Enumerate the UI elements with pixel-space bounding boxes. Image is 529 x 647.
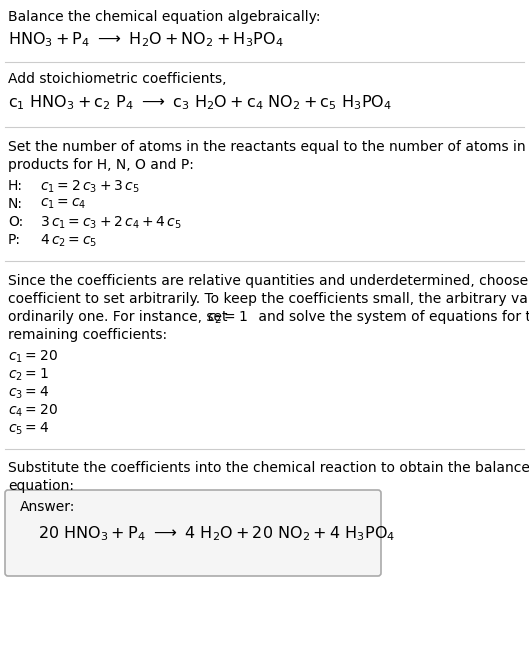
- Text: $c_1 = 2\,c_3 + 3\,c_5$: $c_1 = 2\,c_3 + 3\,c_5$: [40, 179, 140, 195]
- Text: Set the number of atoms in the reactants equal to the number of atoms in the: Set the number of atoms in the reactants…: [8, 140, 529, 154]
- Text: remaining coefficients:: remaining coefficients:: [8, 328, 167, 342]
- Text: $c_2 = 1$: $c_2 = 1$: [8, 367, 49, 384]
- Text: Balance the chemical equation algebraically:: Balance the chemical equation algebraica…: [8, 10, 321, 24]
- Text: O:: O:: [8, 215, 23, 229]
- Text: $c_3 = 4$: $c_3 = 4$: [8, 385, 49, 401]
- Text: $\mathrm{20\ HNO_3 + P_4 \ \longrightarrow \ 4\ H_2O + 20\ NO_2 + 4\ H_3PO_4}$: $\mathrm{20\ HNO_3 + P_4 \ \longrightarr…: [38, 524, 395, 543]
- Text: $c_1 = c_4$: $c_1 = c_4$: [40, 197, 86, 212]
- Text: Answer:: Answer:: [20, 500, 75, 514]
- Text: $c_5 = 4$: $c_5 = 4$: [8, 421, 49, 437]
- Text: $\mathrm{c_1\ HNO_3 + c_2\ P_4 \ \longrightarrow \ c_3\ H_2O + c_4\ NO_2 + c_5\ : $\mathrm{c_1\ HNO_3 + c_2\ P_4 \ \longri…: [8, 93, 392, 112]
- Text: equation:: equation:: [8, 479, 74, 493]
- Text: Substitute the coefficients into the chemical reaction to obtain the balanced: Substitute the coefficients into the che…: [8, 461, 529, 475]
- Text: $c_1 = 20$: $c_1 = 20$: [8, 349, 58, 366]
- Text: products for H, N, O and P:: products for H, N, O and P:: [8, 158, 194, 172]
- Text: H:: H:: [8, 179, 23, 193]
- Text: N:: N:: [8, 197, 23, 211]
- Text: $c_2 = 1$: $c_2 = 1$: [207, 310, 248, 326]
- Text: coefficient to set arbitrarily. To keep the coefficients small, the arbitrary va: coefficient to set arbitrarily. To keep …: [8, 292, 529, 306]
- Text: P:: P:: [8, 233, 21, 247]
- Text: Add stoichiometric coefficients,: Add stoichiometric coefficients,: [8, 72, 231, 86]
- Text: and solve the system of equations for the: and solve the system of equations for th…: [254, 310, 529, 324]
- Text: $4\,c_2 = c_5$: $4\,c_2 = c_5$: [40, 233, 97, 249]
- Text: Since the coefficients are relative quantities and underdetermined, choose a: Since the coefficients are relative quan…: [8, 274, 529, 288]
- FancyBboxPatch shape: [5, 490, 381, 576]
- Text: $c_4 = 20$: $c_4 = 20$: [8, 403, 58, 419]
- Text: $3\,c_1 = c_3 + 2\,c_4 + 4\,c_5$: $3\,c_1 = c_3 + 2\,c_4 + 4\,c_5$: [40, 215, 182, 232]
- Text: $\mathrm{HNO_3 + P_4 \ \longrightarrow \ H_2O + NO_2 + H_3PO_4}$: $\mathrm{HNO_3 + P_4 \ \longrightarrow \…: [8, 30, 284, 49]
- Text: ordinarily one. For instance, set: ordinarily one. For instance, set: [8, 310, 232, 324]
